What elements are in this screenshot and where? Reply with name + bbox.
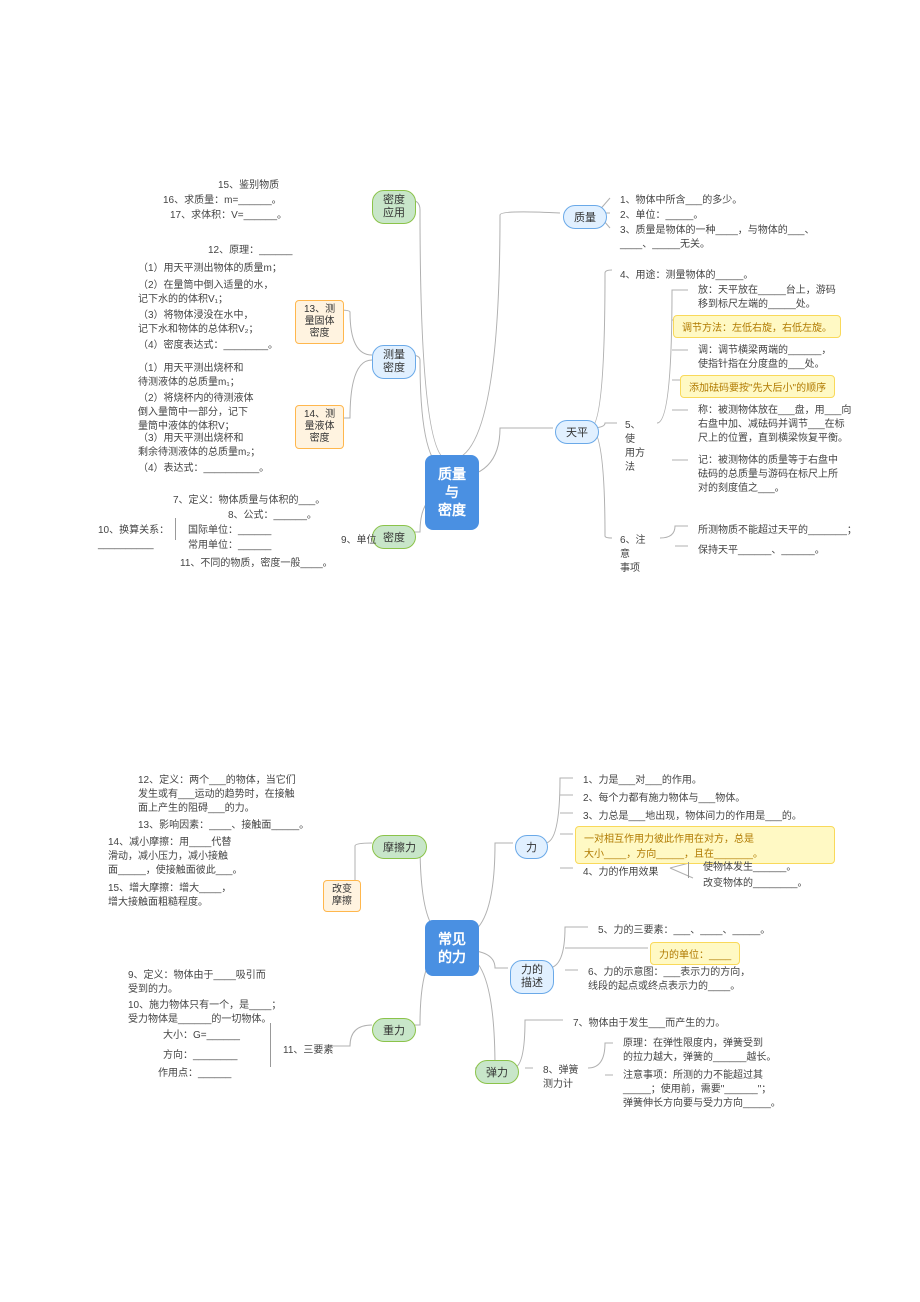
bracket: [270, 1023, 271, 1067]
leaf-node: 12、定义：两个___的物体，当它们发生或有___运动的趋势时，在接触面上产生的…: [130, 770, 350, 820]
leaf-node: 4、力的作用效果: [575, 862, 667, 884]
leaf-node: 所测物质不能超过天平的_______；: [690, 520, 865, 542]
leaf-node: 11、不同的物质，密度一般____。: [172, 553, 341, 575]
leaf-node: （4）表达式：__________。: [130, 458, 277, 480]
leaf-node: 作用点：______: [150, 1063, 239, 1085]
elastic-node: 弹力: [475, 1060, 519, 1084]
caution-node: 6、注意事项: [612, 530, 662, 580]
leaf-node: 17、求体积：V=______。: [162, 205, 295, 227]
measure-density-node: 测量密度: [372, 345, 416, 379]
balance-node: 天平: [555, 420, 599, 444]
leaf-node: 放：天平放在_____台上，游码移到标尺左端的_____处。: [690, 280, 890, 316]
leaf-node: 15、增大摩擦：增大____，增大接触面粗糙程度。: [100, 878, 300, 914]
leaf-node: 大小：G=______: [155, 1025, 248, 1047]
change-friction-node: 改变摩擦: [323, 880, 361, 912]
three-elem-node: 11、三要素: [275, 1040, 341, 1062]
leaf-node: 调：调节横梁两端的______，使指针指在分度盘的___处。: [690, 340, 890, 376]
center-node: 常见的力: [425, 920, 479, 976]
leaf-node: 10、换算关系：__________: [90, 520, 180, 556]
force-desc-node: 力的描述: [510, 960, 554, 994]
leaf-node: （4）密度表达式：________。: [130, 335, 286, 357]
leaf-node: 3、力总是___地出现，物体间力的作用是___的。: [575, 806, 810, 828]
hl-node: 添加砝码要按"先大后小"的顺序: [680, 375, 835, 398]
leaf-node: 7、物体由于发生___而产生的力。: [565, 1013, 733, 1035]
leaf-node: 原理：在弹性限度内，弹簧受到的拉力越大，弹簧的______越长。: [615, 1033, 835, 1069]
bracket: [175, 518, 176, 540]
unit-node: 9、单位: [333, 530, 385, 552]
leaf-node: 14、减小摩擦：用____代替滑动，减小压力，减小接触面_____，使接触面彼此…: [100, 832, 300, 882]
center-node: 质量与密度: [425, 455, 479, 530]
use-method-node: 5、使用方法: [617, 415, 657, 479]
density-app-node: 密度应用: [372, 190, 416, 224]
leaf-node: 5、力的三要素：___、____、_____。: [590, 920, 778, 942]
leaf-node: 称：被测物体放在___盘，用___向右盘中加、减砝码并调节___在标尺上的位置，…: [690, 400, 900, 450]
leaf-node: 改变物体的________。: [695, 873, 816, 895]
friction-node: 摩擦力: [372, 835, 427, 859]
mass-node: 质量: [563, 205, 607, 229]
leaf-node: 保持天平______、______。: [690, 540, 833, 562]
leaf-node: 注意事项：所测的力不能超过其_____；使用前，需要"______"；弹簧伸长方…: [615, 1065, 845, 1115]
hl-node: 调节方法：左低右旋，右低左旋。: [673, 315, 841, 338]
gravity-node: 重力: [372, 1018, 416, 1042]
leaf-node: 3、质量是物体的一种____，与物体的___、____、_____无关。: [612, 220, 872, 256]
spring-node: 8、弹簧测力计: [535, 1060, 590, 1096]
leaf-node: 记：被测物体的质量等于右盘中砝码的总质量与游码在标尺上所对的刻度值之___。: [690, 450, 900, 500]
leaf-node: 6、力的示意图：___表示力的方向，线段的起点或终点表示力的____。: [580, 962, 820, 998]
force-node: 力: [515, 835, 548, 859]
bracket: [688, 862, 689, 878]
